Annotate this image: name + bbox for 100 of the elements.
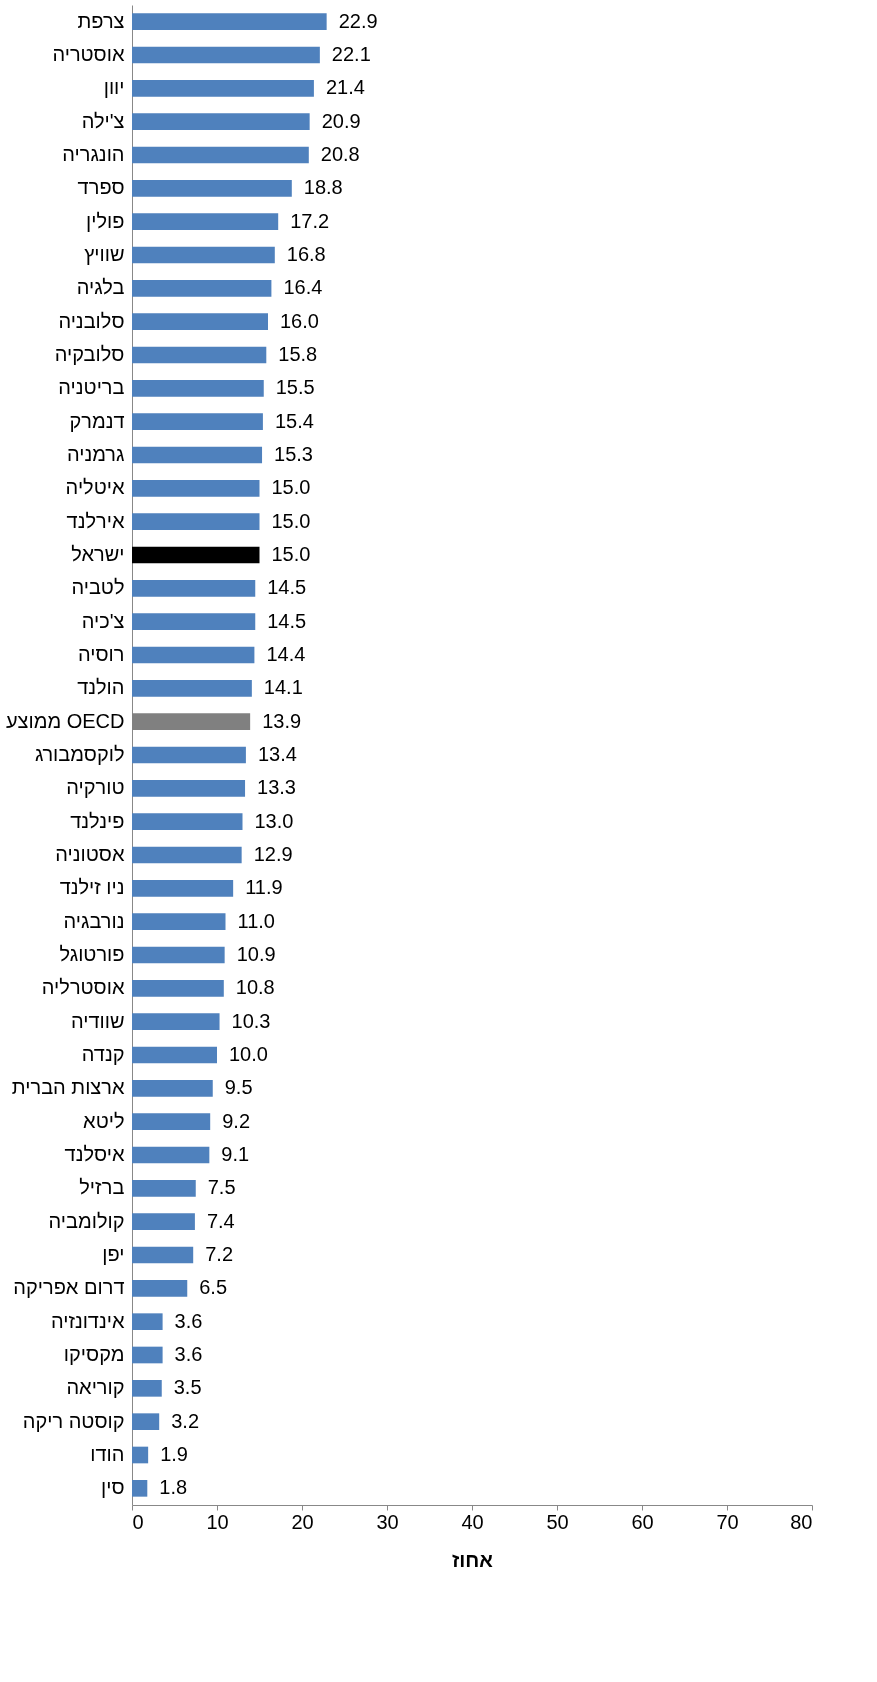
y-tick-label: גרמניה (66, 443, 125, 465)
data-label: 9.2 (222, 1109, 251, 1132)
x-tick-label: 70 (716, 1510, 739, 1533)
data-label: 3.6 (174, 1343, 203, 1365)
data-label: 1.8 (159, 1476, 188, 1499)
x-tick-label: 0 (132, 1510, 144, 1533)
y-tick-label: פולין (86, 209, 125, 232)
y-tick-label: קוריאה (66, 1376, 125, 1399)
y-tick-label: שוודיה (70, 1009, 125, 1032)
data-label: 11.0 (237, 909, 275, 932)
y-tick-label: בריטניה (58, 376, 125, 399)
data-label: 18.8 (303, 176, 343, 199)
data-label: 15.0 (271, 543, 311, 565)
y-tick-label: ניו זילנד (59, 876, 125, 899)
data-label: 9.5 (224, 1076, 253, 1099)
x-tick-label: 60 (631, 1510, 654, 1533)
y-tick-label: רוסיה (78, 643, 125, 665)
y-tick-label: ארצות הברית (11, 1076, 125, 1099)
y-tick-label: צרפת (77, 9, 125, 32)
y-tick-label: ברזיל (79, 1176, 125, 1199)
y-tick-label: קנדה (81, 1043, 125, 1065)
x-tick-label: 30 (376, 1510, 399, 1533)
y-tick-label: הונגריה (62, 143, 125, 165)
data-label: 7.5 (207, 1176, 236, 1199)
y-tick-label: פינלנד (70, 809, 125, 832)
y-tick-label: שוויץ (84, 243, 125, 265)
y-tick-label: אינדונזיה (50, 1309, 125, 1332)
y-tick-label: יוון (103, 76, 125, 99)
y-tick-label: קוסטה ריקה (22, 1409, 125, 1432)
data-label: 10.0 (229, 1043, 268, 1065)
y-tick-label: אירלנד (66, 509, 125, 532)
y-tick-label: מקסיקו (63, 1343, 125, 1365)
x-tick-label: 20 (291, 1510, 314, 1533)
x-axis-title: אחוז (452, 1548, 494, 1571)
data-label: 14.1 (263, 676, 303, 699)
y-tick-label: איסלנד (64, 1143, 125, 1165)
y-tick-label: צ'ילה (81, 109, 125, 132)
y-tick-label: הודו (90, 1443, 125, 1465)
data-label: 6.5 (199, 1276, 228, 1299)
y-tick-label: איטליה (65, 476, 125, 499)
y-tick-label: קולומביה (48, 1209, 125, 1232)
y-tick-label: ספרד (77, 176, 125, 199)
data-label: 20.8 (320, 143, 360, 165)
y-tick-label: נורבגיה (63, 909, 125, 932)
data-label: 17.2 (290, 209, 330, 232)
y-tick-label: פורטוגל (59, 943, 125, 965)
data-label: 15.4 (274, 409, 314, 432)
y-tick-label: סלובקיה (54, 343, 125, 365)
y-tick-label: ליטא (83, 1109, 125, 1132)
y-tick-label: טורקיה (66, 776, 125, 799)
data-label: 15.0 (271, 509, 311, 532)
data-label: 16.4 (283, 276, 323, 299)
y-tick-label: אסטוניה (55, 843, 125, 865)
y-tick-label: לטביה (71, 576, 125, 599)
data-label: 22.1 (331, 43, 371, 65)
data-label: 14.4 (266, 643, 306, 665)
data-label: 3.5 (173, 1376, 202, 1399)
y-tick-label: לוקסמבורג (34, 743, 125, 765)
data-label: 7.4 (206, 1209, 235, 1232)
y-tick-label: הולנד (77, 676, 125, 699)
y-tick-label: יפן (102, 1243, 125, 1265)
y-tick-label: דנמרק (69, 409, 125, 432)
x-tick-label: 10 (206, 1510, 229, 1533)
data-label: 15.5 (275, 376, 315, 399)
data-label: 13.9 (262, 709, 302, 732)
data-label: 11.9 (245, 876, 283, 899)
data-label: 12.9 (253, 843, 293, 865)
data-label: 21.4 (325, 76, 365, 99)
data-label: 15.8 (278, 343, 318, 365)
data-label: 16.0 (280, 309, 319, 332)
data-label: 3.2 (171, 1409, 200, 1432)
data-label: 13.4 (257, 743, 297, 765)
data-label: 10.9 (236, 943, 276, 965)
y-tick-label: ממוצע OECD (5, 709, 125, 732)
y-tick-label: אוסטריה (52, 43, 125, 65)
y-tick-label: סין (100, 1476, 125, 1499)
data-label: 15.3 (274, 443, 313, 465)
y-tick-label: אוסטרליה (41, 976, 125, 999)
x-tick-label: 40 (461, 1510, 484, 1533)
data-label: 1.9 (160, 1443, 188, 1465)
y-tick-label: בלגיה (76, 276, 125, 299)
y-tick-label: סלובניה (58, 309, 125, 332)
data-label: 16.8 (286, 243, 326, 265)
data-label: 13.3 (257, 776, 296, 799)
y-tick-label: צ'כיה (81, 609, 125, 632)
data-label: 14.5 (267, 576, 307, 599)
data-label: 10.3 (231, 1009, 271, 1032)
y-tick-label: דרום אפריקה (13, 1276, 125, 1299)
x-tick-label: 50 (546, 1510, 569, 1533)
data-label: 15.0 (271, 476, 311, 499)
y-tick-label: ישראל (71, 543, 125, 565)
data-label: 22.9 (338, 9, 378, 32)
data-label: 20.9 (321, 109, 361, 132)
data-label: 10.8 (235, 976, 275, 999)
data-label: 3.6 (174, 1309, 203, 1332)
data-label: 14.5 (267, 609, 307, 632)
x-tick-label: 80 (790, 1510, 813, 1533)
data-label: 9.1 (221, 1143, 250, 1165)
data-label: 13.0 (254, 809, 294, 832)
data-label: 7.2 (205, 1243, 234, 1265)
